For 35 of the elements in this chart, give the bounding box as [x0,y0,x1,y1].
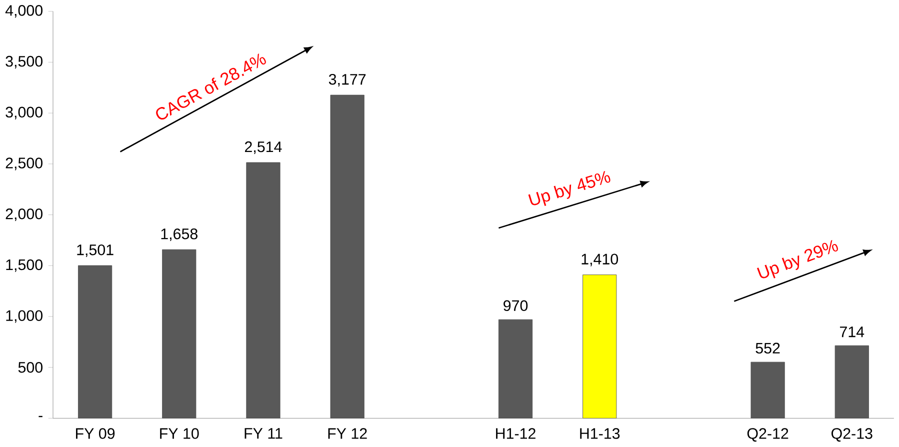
data-label: 552 [756,342,780,354]
x-tick-label: FY 09 [76,428,115,440]
annotation: Up by 29% [756,240,838,279]
bar [834,346,869,419]
x-tick-label: Q2-13 [831,428,872,442]
y-tick-label: 500 [18,362,42,373]
data-label: 1,658 [161,228,198,242]
y-tick-label: 2,000 [6,208,42,222]
bar [162,250,196,419]
y-tick-label: 2,500 [6,158,42,170]
x-tick-label: FY 10 [160,428,199,440]
annotation: Up by 45% [528,171,610,206]
data-label: 2,514 [244,142,282,154]
x-tick-label: Q2-12 [747,428,788,442]
y-tick-label: 3,500 [6,56,42,69]
bar [330,94,364,419]
y-tick-label: - [38,416,42,418]
bar [498,320,533,419]
x-tick-label: H1-12 [496,428,536,439]
y-tick-label: 1,500 [6,260,42,272]
bar [750,362,785,419]
y-tick-label: 1,000 [6,310,42,323]
y-tick-label: 3,000 [6,106,42,120]
data-label: 3,177 [328,74,366,87]
data-label: 970 [504,300,528,312]
x-tick-label: FY 12 [328,428,367,439]
data-label: 1,410 [582,254,618,266]
x-tick-label: H1-13 [580,428,620,440]
data-label: 714 [840,326,864,338]
data-label: 1,501 [77,244,114,258]
x-tick-label: FY 11 [244,428,282,439]
bar [582,274,617,419]
y-tick-label: 4,000 [5,5,42,18]
bar [246,162,280,419]
bar [78,265,112,419]
